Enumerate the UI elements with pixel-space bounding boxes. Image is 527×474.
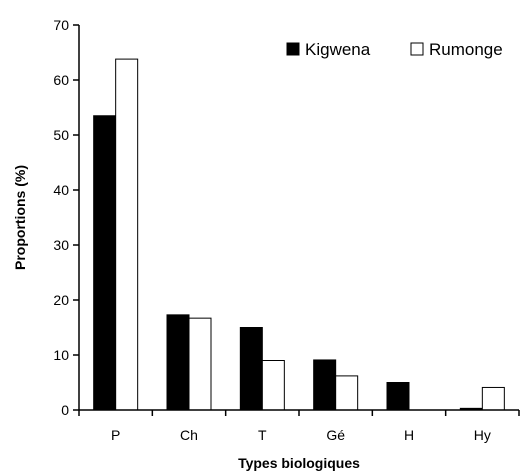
bar-kigwena-1 <box>166 314 190 411</box>
legend-label-kigwena: Kigwena <box>305 40 371 59</box>
x-tick-label: T <box>258 427 267 443</box>
y-tick-label: 30 <box>53 237 69 253</box>
y-axis-title: Proportions (%) <box>12 165 28 270</box>
x-axis-ticks: P Ch T Gé H Hy <box>78 410 520 443</box>
x-tick-label: Ch <box>180 427 198 443</box>
y-tick-label: 10 <box>53 347 69 363</box>
y-tick-label: 40 <box>53 182 69 198</box>
legend: Kigwena Rumonge <box>286 40 503 59</box>
x-tick-label: P <box>111 427 120 443</box>
legend-label-rumonge: Rumonge <box>429 40 503 59</box>
bar-rumonge-1 <box>188 317 212 411</box>
bars <box>93 58 505 411</box>
x-axis-title: Types biologiques <box>238 455 360 471</box>
y-tick-label: 60 <box>53 72 69 88</box>
legend-swatch-rumonge <box>410 42 424 56</box>
bar-rumonge-3 <box>335 375 359 411</box>
legend-swatch-kigwena <box>286 42 300 56</box>
y-axis-ticks: 0 10 20 30 40 50 60 70 <box>53 17 79 418</box>
bar-rumonge-0 <box>115 58 139 411</box>
bar-kigwena-4 <box>386 382 410 411</box>
bar-kigwena-0 <box>93 115 117 411</box>
y-tick-label: 70 <box>53 17 69 33</box>
bar-rumonge-2 <box>261 360 285 411</box>
bar-rumonge-5 <box>481 386 505 411</box>
bar-kigwena-3 <box>313 359 337 411</box>
x-tick-label: Hy <box>474 427 491 443</box>
y-tick-label: 0 <box>61 402 69 418</box>
bar-kigwena-2 <box>239 327 263 411</box>
y-tick-label: 50 <box>53 127 69 143</box>
x-tick-label: H <box>404 427 414 443</box>
y-tick-label: 20 <box>53 292 69 308</box>
x-tick-label: Gé <box>326 427 345 443</box>
